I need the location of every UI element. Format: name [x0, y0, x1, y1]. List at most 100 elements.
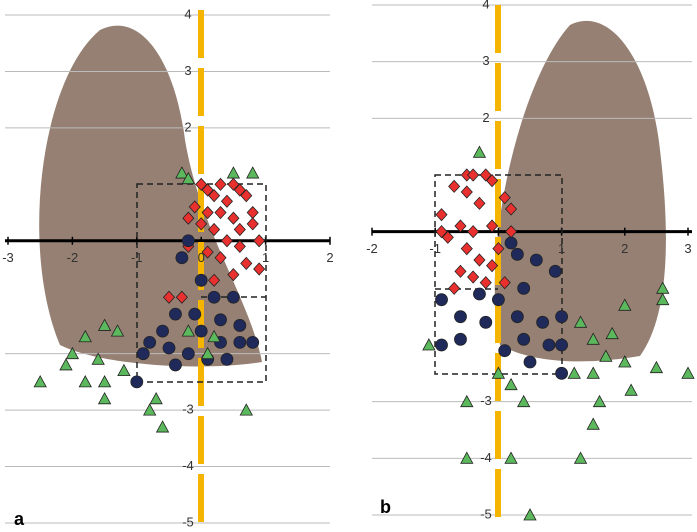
point — [460, 394, 474, 408]
point — [504, 236, 518, 250]
point — [473, 196, 486, 210]
point — [467, 168, 480, 182]
point — [473, 253, 486, 267]
point — [504, 202, 518, 216]
point — [253, 234, 266, 248]
point — [233, 335, 247, 349]
point — [460, 451, 474, 464]
point — [201, 205, 214, 220]
point — [548, 264, 562, 278]
point — [181, 324, 195, 337]
point — [97, 318, 112, 331]
point — [491, 293, 505, 307]
point — [498, 344, 512, 358]
background-layer — [39, 20, 666, 367]
point — [555, 366, 568, 380]
point — [233, 319, 247, 332]
point — [586, 332, 600, 345]
point — [136, 347, 150, 361]
point — [435, 225, 448, 239]
point — [460, 242, 473, 256]
point — [226, 290, 240, 304]
point — [181, 347, 195, 361]
point — [510, 310, 524, 324]
point — [504, 377, 518, 391]
point — [542, 338, 556, 352]
point — [233, 183, 246, 197]
point — [208, 189, 221, 203]
point — [498, 191, 511, 205]
point — [181, 171, 195, 185]
point — [155, 420, 170, 433]
point — [467, 225, 480, 239]
point — [492, 242, 505, 256]
point — [162, 290, 176, 304]
y-tick-label: 3 — [482, 53, 489, 68]
point — [246, 166, 260, 179]
point — [523, 355, 537, 369]
panel-label: b — [380, 497, 391, 517]
point — [214, 313, 227, 327]
point — [624, 383, 638, 396]
point — [422, 338, 436, 351]
point — [214, 177, 227, 191]
point — [253, 262, 266, 276]
point — [649, 360, 664, 374]
point — [504, 451, 518, 464]
point — [592, 394, 607, 408]
x-tick-label: 0 — [198, 250, 205, 265]
point — [227, 177, 240, 191]
point — [517, 332, 531, 346]
point — [486, 219, 499, 233]
point — [491, 366, 506, 379]
point — [156, 324, 169, 338]
region-box — [434, 174, 563, 375]
x-tick-label: 3 — [684, 241, 691, 256]
point — [510, 247, 524, 261]
point — [448, 179, 461, 193]
point — [498, 276, 511, 290]
point — [555, 310, 568, 324]
point — [448, 281, 461, 295]
point — [200, 346, 215, 360]
point — [599, 349, 613, 362]
point — [239, 403, 253, 416]
tissue-photo — [39, 25, 262, 367]
point — [175, 251, 189, 265]
point — [149, 391, 163, 405]
point — [201, 183, 214, 197]
point — [214, 205, 227, 220]
y-tick-label: 2 — [482, 110, 489, 125]
point — [175, 290, 188, 304]
point — [472, 145, 487, 158]
point — [454, 332, 467, 346]
point — [208, 273, 221, 287]
point — [188, 200, 201, 214]
point — [195, 177, 208, 191]
point — [454, 264, 467, 278]
y-tick-label: 3 — [184, 63, 191, 78]
point — [143, 335, 157, 349]
point — [246, 205, 259, 220]
x-tick-label: 1 — [558, 241, 565, 256]
point — [435, 208, 448, 222]
point — [175, 166, 189, 179]
y-tick-label: -4 — [182, 458, 194, 473]
point — [227, 268, 240, 282]
point — [162, 341, 176, 355]
x-tick-label: -3 — [2, 250, 14, 265]
point — [618, 355, 632, 368]
point — [110, 324, 125, 337]
point — [169, 307, 182, 321]
point — [618, 298, 632, 311]
point — [33, 375, 47, 388]
point — [479, 276, 492, 290]
panel-label: a — [14, 509, 25, 529]
point — [486, 174, 499, 188]
point — [220, 352, 234, 366]
point — [460, 185, 473, 199]
point — [555, 338, 568, 352]
x-tick-label: -1 — [429, 241, 441, 256]
point — [656, 292, 670, 306]
y-tick-label: -4 — [480, 450, 492, 465]
